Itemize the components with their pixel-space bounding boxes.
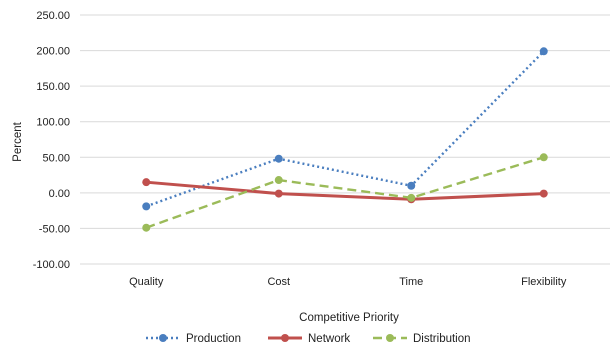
gridlines bbox=[80, 14, 610, 265]
data-point-network bbox=[274, 189, 283, 198]
legend: Production Network Distribution bbox=[146, 333, 471, 345]
y-tick-label: 150.00 bbox=[36, 81, 70, 93]
y-tick-label: 0.00 bbox=[49, 188, 70, 200]
data-point-network bbox=[539, 189, 548, 198]
y-tick-label: 250.00 bbox=[36, 10, 70, 22]
data-point-distribution bbox=[407, 193, 416, 202]
data-point-production bbox=[274, 154, 283, 163]
legend-label-distribution: Distribution bbox=[413, 333, 471, 345]
x-tick-label: Time bbox=[399, 276, 423, 288]
data-point-distribution bbox=[274, 176, 283, 185]
data-point-distribution bbox=[539, 153, 548, 162]
legend-label-production: Production bbox=[186, 333, 241, 345]
x-axis-tick-labels: Quality Cost Time Flexibility bbox=[129, 276, 567, 288]
x-tick-label: Cost bbox=[267, 276, 290, 288]
data-point-production bbox=[539, 47, 548, 56]
data-point-production bbox=[407, 181, 416, 190]
data-point-production bbox=[142, 202, 151, 211]
series-lines bbox=[142, 47, 548, 232]
series-line-network bbox=[146, 180, 544, 201]
y-tick-label: -100.00 bbox=[33, 259, 70, 271]
legend-label-network: Network bbox=[308, 333, 350, 345]
legend-marker-distribution bbox=[386, 334, 394, 342]
data-point-network bbox=[142, 178, 151, 187]
y-axis-tick-labels: 250.00 200.00 150.00 100.00 50.00 0.00 -50.00 -… bbox=[33, 10, 70, 271]
x-tick-label: Quality bbox=[129, 276, 164, 288]
x-tick-label: Flexibility bbox=[521, 276, 567, 288]
y-tick-label: -50.00 bbox=[39, 223, 70, 235]
legend-marker-network bbox=[281, 334, 289, 342]
y-tick-label: 200.00 bbox=[36, 46, 70, 58]
series-line-production bbox=[145, 50, 545, 208]
data-point-distribution bbox=[142, 223, 151, 232]
legend-marker-production bbox=[159, 334, 167, 342]
x-axis-title: Competitive Priority bbox=[299, 312, 399, 324]
y-axis-title: Percent bbox=[12, 121, 24, 161]
y-tick-label: 50.00 bbox=[42, 152, 70, 164]
series-line-distribution bbox=[145, 156, 545, 229]
y-tick-label: 100.00 bbox=[36, 117, 70, 129]
